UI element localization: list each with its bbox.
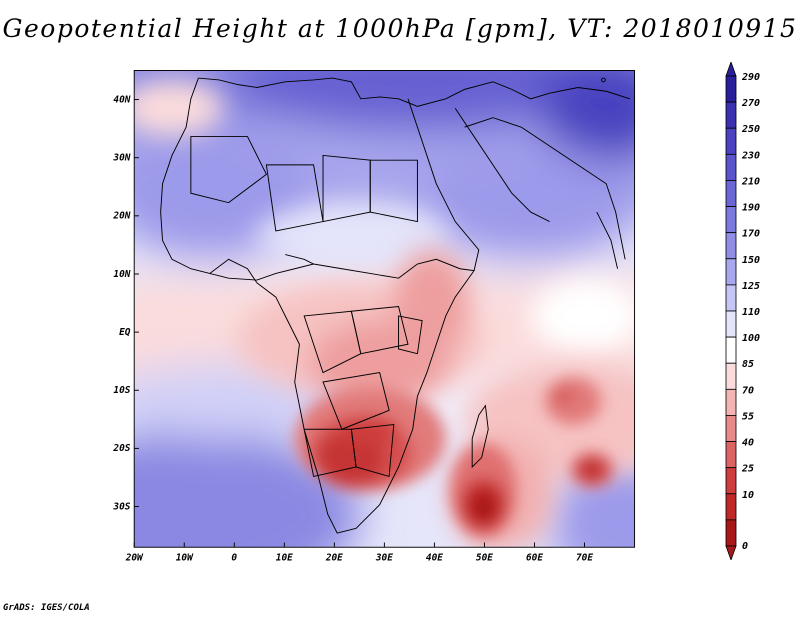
lat-tick-label: 30N [112, 153, 130, 164]
coastlines [160, 77, 630, 534]
longitude-axis: 20W 10W 0 10E 20E 30E 40E 50E 60E 70E [125, 542, 593, 563]
lon-tick-label: 40E [426, 552, 443, 563]
legend-level-label: 10 [742, 490, 754, 501]
map-svg: 20W 10W 0 10E 20E 30E 40E 50E 60E 70E 40N 30N 20N 10… [112, 70, 636, 563]
legend-level-label: 100 [742, 333, 760, 344]
legend-level-label: 150 [742, 255, 760, 266]
lat-tick-label: 20N [112, 211, 130, 222]
lat-tick-label: 10S [113, 385, 130, 396]
legend-swatch [725, 336, 737, 364]
legend-level-label: 25 [741, 464, 754, 475]
lon-tick-label: 20E [325, 552, 343, 563]
legend-max-arrow [725, 62, 737, 77]
grads-credit: GrADS: IGES/COLA [3, 603, 90, 613]
legend-level-label: 70 [742, 385, 754, 396]
lat-tick-label: EQ [119, 327, 131, 338]
legend-level-label: 125 [742, 281, 760, 292]
legend-swatch [725, 362, 737, 390]
legend-swatch [725, 310, 737, 338]
legend-swatch [725, 153, 737, 181]
legend-swatch [725, 206, 737, 234]
legend-level-label: 250 [741, 124, 760, 135]
lon-tick-label: 30E [375, 552, 393, 563]
map-panel: 20W 10W 0 10E 20E 30E 40E 50E 60E 70E 40N 30N 20N 10… [112, 57, 644, 575]
legend-level-label: 110 [742, 307, 760, 318]
lon-tick-label: 20W [125, 552, 144, 563]
legend-swatch [725, 101, 737, 129]
lon-tick-label: 60E [526, 552, 543, 563]
legend-swatch [725, 493, 737, 521]
legend-swatch [725, 180, 737, 207]
legend-swatch [725, 388, 737, 416]
lat-tick-label: 20S [112, 443, 130, 454]
lon-tick-label: 10W [176, 552, 194, 563]
legend-level-label: 210 [741, 176, 760, 187]
legend-swatch [725, 415, 737, 442]
legend-level-label: 170 [742, 229, 760, 240]
legend-level-label: 0 [742, 541, 748, 552]
lon-tick-label: 0 [231, 552, 237, 563]
legend-swatch [725, 232, 737, 260]
lat-tick-label: 40N [113, 94, 130, 105]
legend-level-label: 230 [741, 150, 760, 161]
legend-swatch [725, 467, 737, 495]
legend-level-label: 290 [741, 72, 760, 83]
lon-tick-label: 70E [576, 552, 593, 563]
lat-tick-label: 30S [112, 501, 130, 512]
lat-tick-label: 10N [113, 269, 130, 280]
lon-tick-label: 50E [476, 552, 493, 563]
legend-swatch [725, 258, 737, 286]
legend-swatch [725, 75, 737, 103]
legend-level-label: 55 [742, 411, 754, 422]
legend-swatch [725, 441, 737, 469]
legend-level-label: 40 [742, 438, 754, 449]
legend-swatch [725, 519, 737, 547]
legend-level-label: 85 [742, 359, 754, 370]
lon-tick-label: 10E [276, 552, 293, 563]
chart-title: Geopotential Height at 1000hPa [gpm], VT… [2, 14, 798, 43]
geopotential-field [134, 70, 635, 548]
latitude-axis: 40N 30N 20N 10N EQ 10S 20S 30S [112, 94, 139, 512]
legend-level-label: 270 [741, 98, 760, 109]
color-legend: 2902702502302101901701501251101008570554… [725, 62, 760, 560]
legend-swatch [725, 127, 737, 155]
legend-min-arrow [725, 545, 737, 560]
legend-swatch [725, 284, 737, 312]
legend-level-label: 190 [742, 203, 760, 214]
